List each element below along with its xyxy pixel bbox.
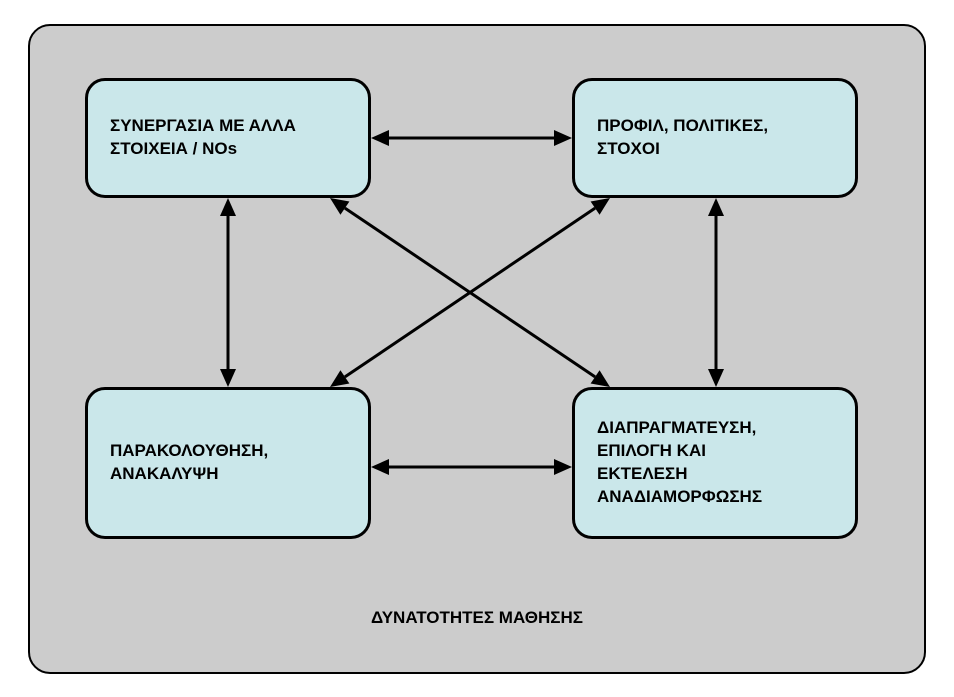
- node-label: ΔΙΑΠΡΑΓΜΑΤΕΥΣΗ, ΕΠΙΛΟΓΗ ΚΑΙ ΕΚΤΕΛΕΣΗ ΑΝΑ…: [597, 417, 762, 509]
- node-negotiation: ΔΙΑΠΡΑΓΜΑΤΕΥΣΗ, ΕΠΙΛΟΓΗ ΚΑΙ ΕΚΤΕΛΕΣΗ ΑΝΑ…: [572, 387, 858, 539]
- node-label: ΠΑΡΑΚΟΛΟΥΘΗΣΗ, ΑΝΑΚΑΛΥΨΗ: [110, 440, 268, 486]
- node-label: ΠΡΟΦΙΛ, ΠΟΛΙΤΙΚΕΣ, ΣΤΟΧΟΙ: [597, 115, 768, 161]
- node-profiles: ΠΡΟΦΙΛ, ΠΟΛΙΤΙΚΕΣ, ΣΤΟΧΟΙ: [572, 78, 858, 198]
- node-label: ΣΥΝΕΡΓΑΣΙΑ ΜΕ ΑΛΛΑ ΣΤΟΙΧΕΙΑ / NOs: [110, 115, 296, 161]
- caption-text: ΔΥΝΑΤΟΤΗΤΕΣ ΜΑΘΗΣΗΣ: [371, 608, 583, 627]
- caption-learning-capabilities: ΔΥΝΑΤΟΤΗΤΕΣ ΜΑΘΗΣΗΣ: [28, 608, 926, 628]
- node-monitoring: ΠΑΡΑΚΟΛΟΥΘΗΣΗ, ΑΝΑΚΑΛΥΨΗ: [85, 387, 371, 539]
- node-cooperation: ΣΥΝΕΡΓΑΣΙΑ ΜΕ ΑΛΛΑ ΣΤΟΙΧΕΙΑ / NOs: [85, 78, 371, 198]
- diagram-stage: ΣΥΝΕΡΓΑΣΙΑ ΜΕ ΑΛΛΑ ΣΤΟΙΧΕΙΑ / NOs ΠΡΟΦΙΛ…: [0, 0, 954, 697]
